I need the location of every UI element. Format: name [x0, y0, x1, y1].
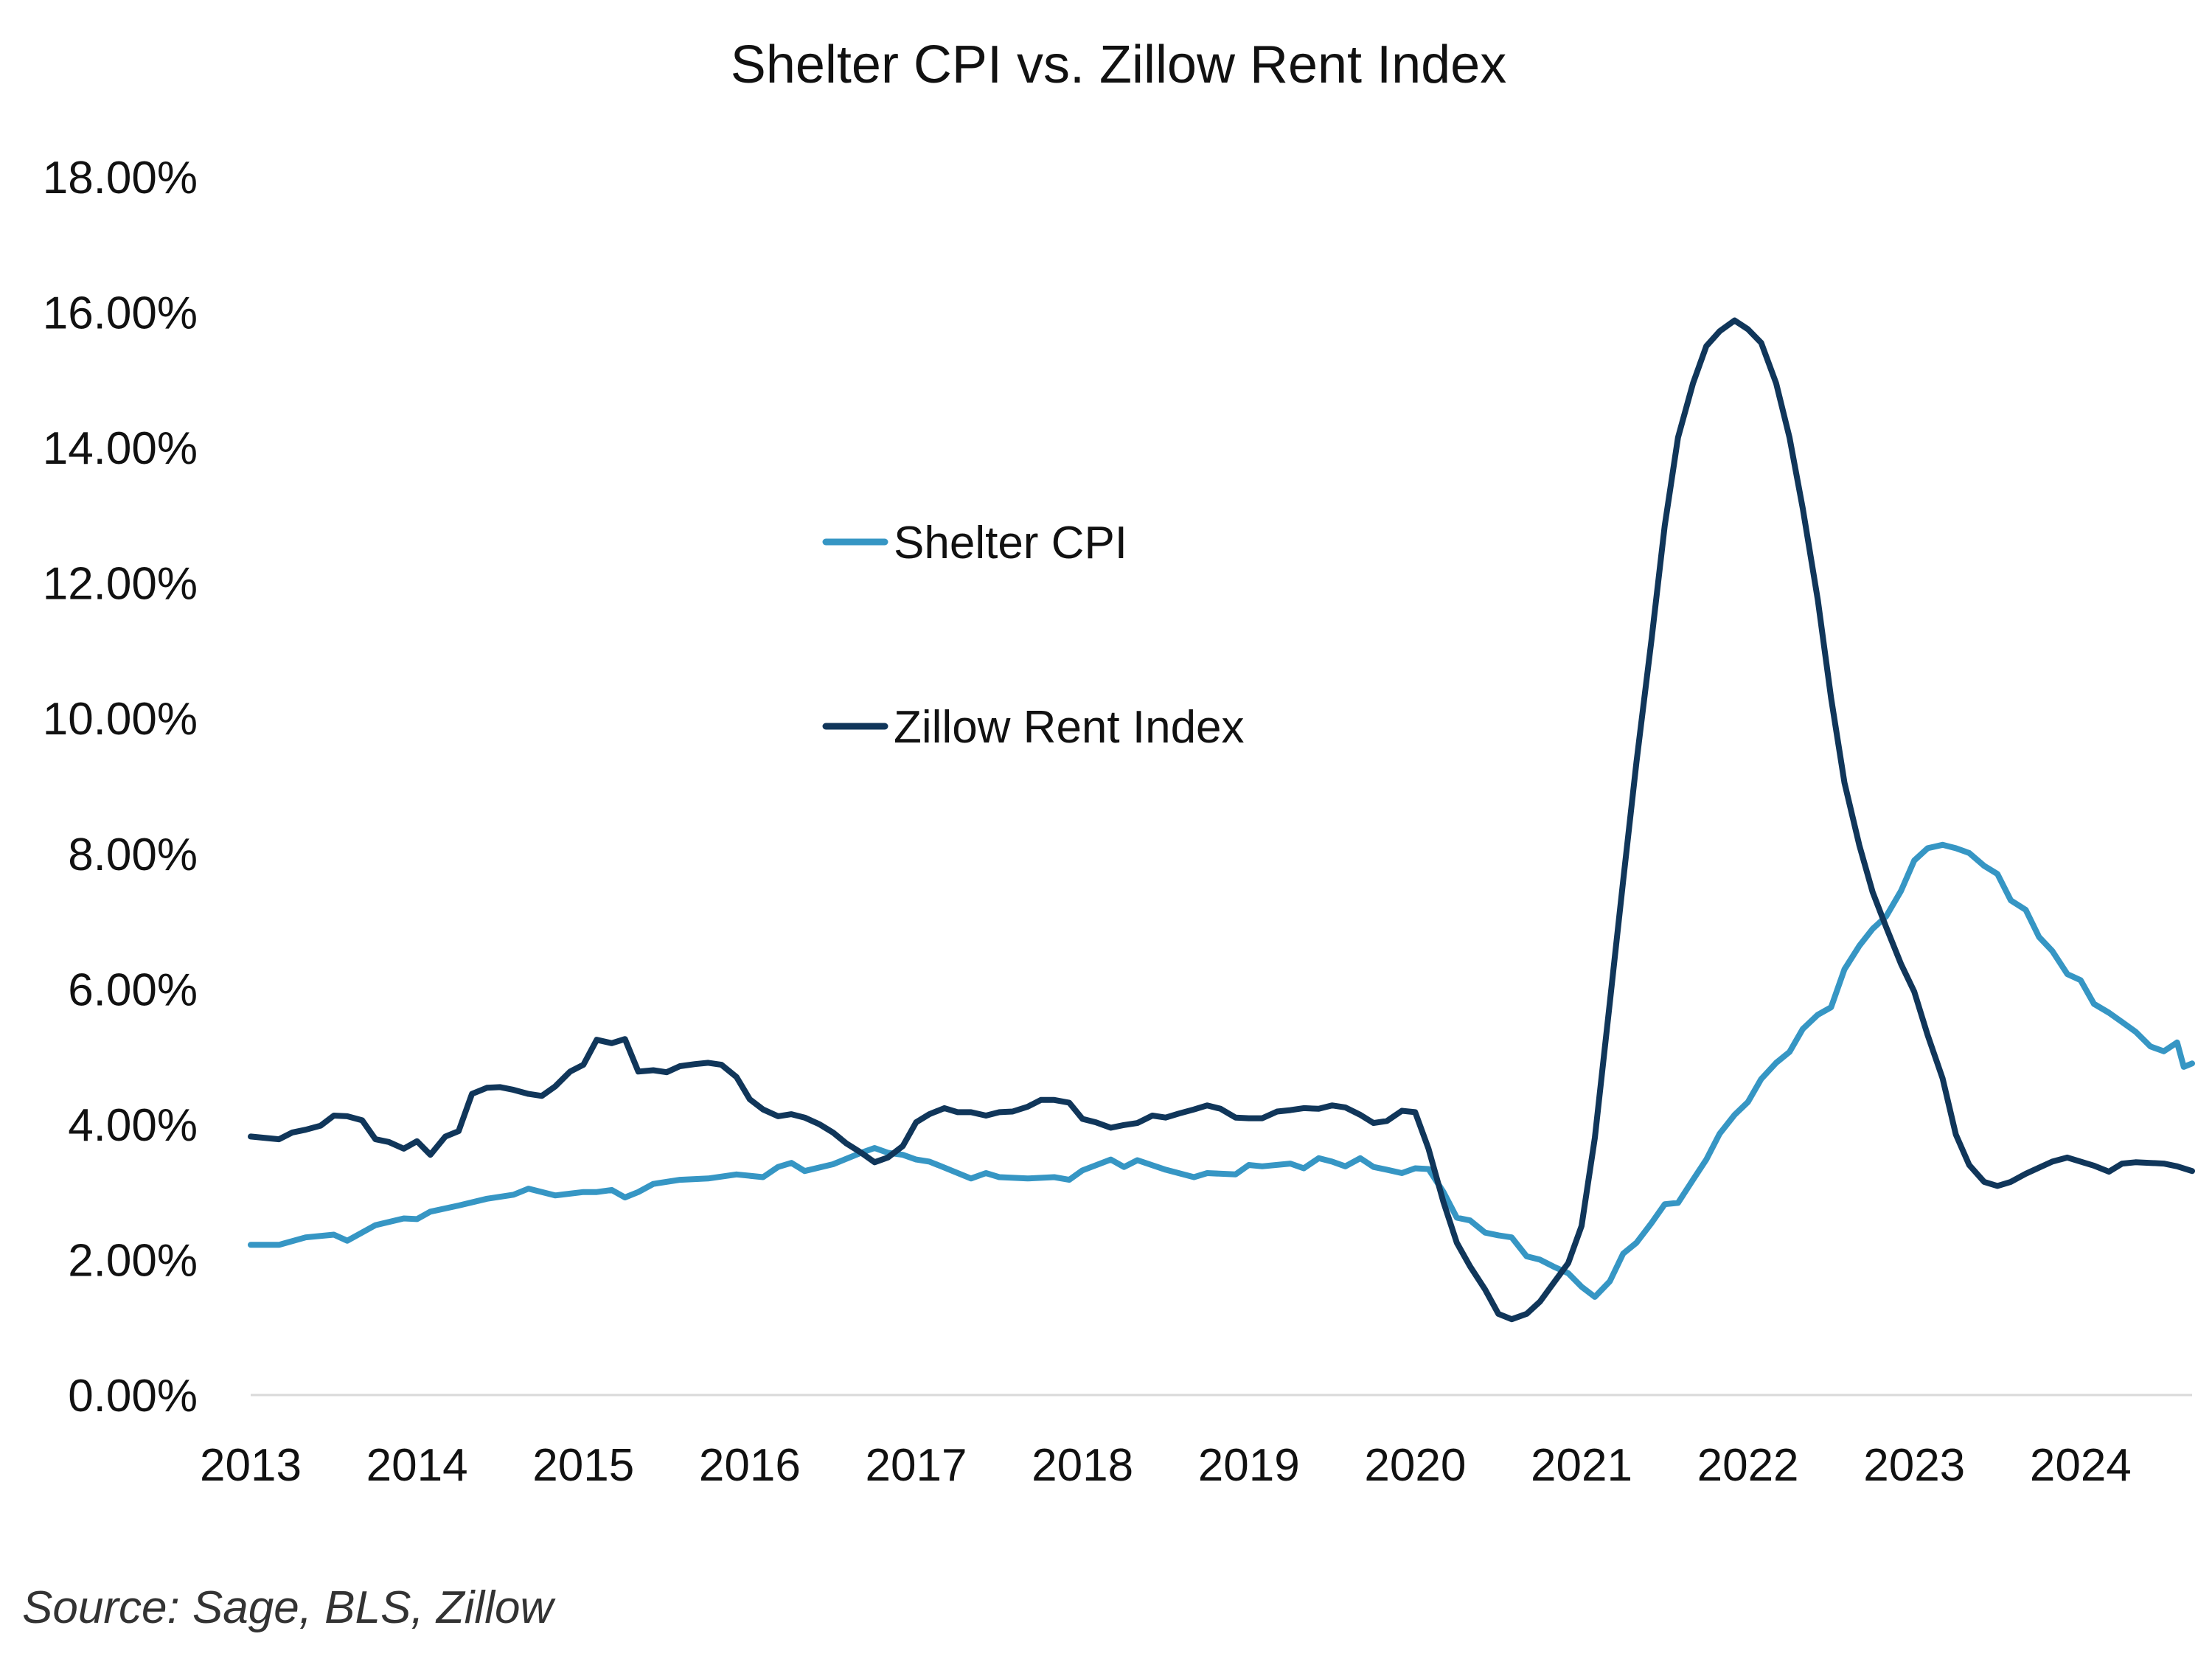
- y-tick-label: 2.00%: [68, 1235, 198, 1286]
- shelter-cpi-line: [248, 841, 2195, 1300]
- y-axis-ticks: 0.00% 2.00% 4.00% 6.00% 8.00% 10.00% 12.00% 14.…: [43, 153, 198, 1422]
- y-tick-label: 14.00%: [43, 423, 198, 474]
- y-tick-label: 18.00%: [43, 153, 198, 204]
- legend: Shelter CPI Zillow Rent Index: [822, 518, 1245, 753]
- series-lines: [248, 317, 2195, 1323]
- chart-title: Shelter CPI vs. Zillow Rent Index: [731, 35, 1506, 94]
- zillow-rent-index-line: [248, 317, 2195, 1323]
- y-tick-label: 16.00%: [43, 288, 198, 339]
- legend-label: Shelter CPI: [894, 518, 1127, 568]
- y-tick-label: 10.00%: [43, 694, 198, 745]
- x-tick-label: 2014: [366, 1440, 468, 1491]
- x-tick-label: 2022: [1697, 1440, 1799, 1491]
- x-tick-label: 2017: [866, 1440, 967, 1491]
- x-tick-label: 2024: [2030, 1440, 2132, 1491]
- legend-label: Zillow Rent Index: [894, 702, 1245, 753]
- y-tick-label: 4.00%: [68, 1100, 198, 1151]
- source-note: Source: Sage, BLS, Zillow: [22, 1582, 554, 1633]
- x-tick-label: 2015: [532, 1440, 634, 1491]
- x-tick-label: 2016: [699, 1440, 801, 1491]
- x-tick-label: 2018: [1032, 1440, 1133, 1491]
- x-tick-label: 2013: [200, 1440, 302, 1491]
- y-tick-label: 8.00%: [68, 830, 198, 880]
- y-tick-label: 6.00%: [68, 964, 198, 1015]
- x-tick-label: 2023: [1863, 1440, 1965, 1491]
- x-tick-label: 2020: [1364, 1440, 1466, 1491]
- x-axis-ticks: 2013 2014 2015 2016 2017 2018 2019 2020 2021 2022…: [200, 1440, 2132, 1491]
- x-tick-label: 2019: [1198, 1440, 1300, 1491]
- y-tick-label: 12.00%: [43, 559, 198, 610]
- y-tick-label: 0.00%: [68, 1371, 198, 1422]
- x-tick-label: 2021: [1531, 1440, 1632, 1491]
